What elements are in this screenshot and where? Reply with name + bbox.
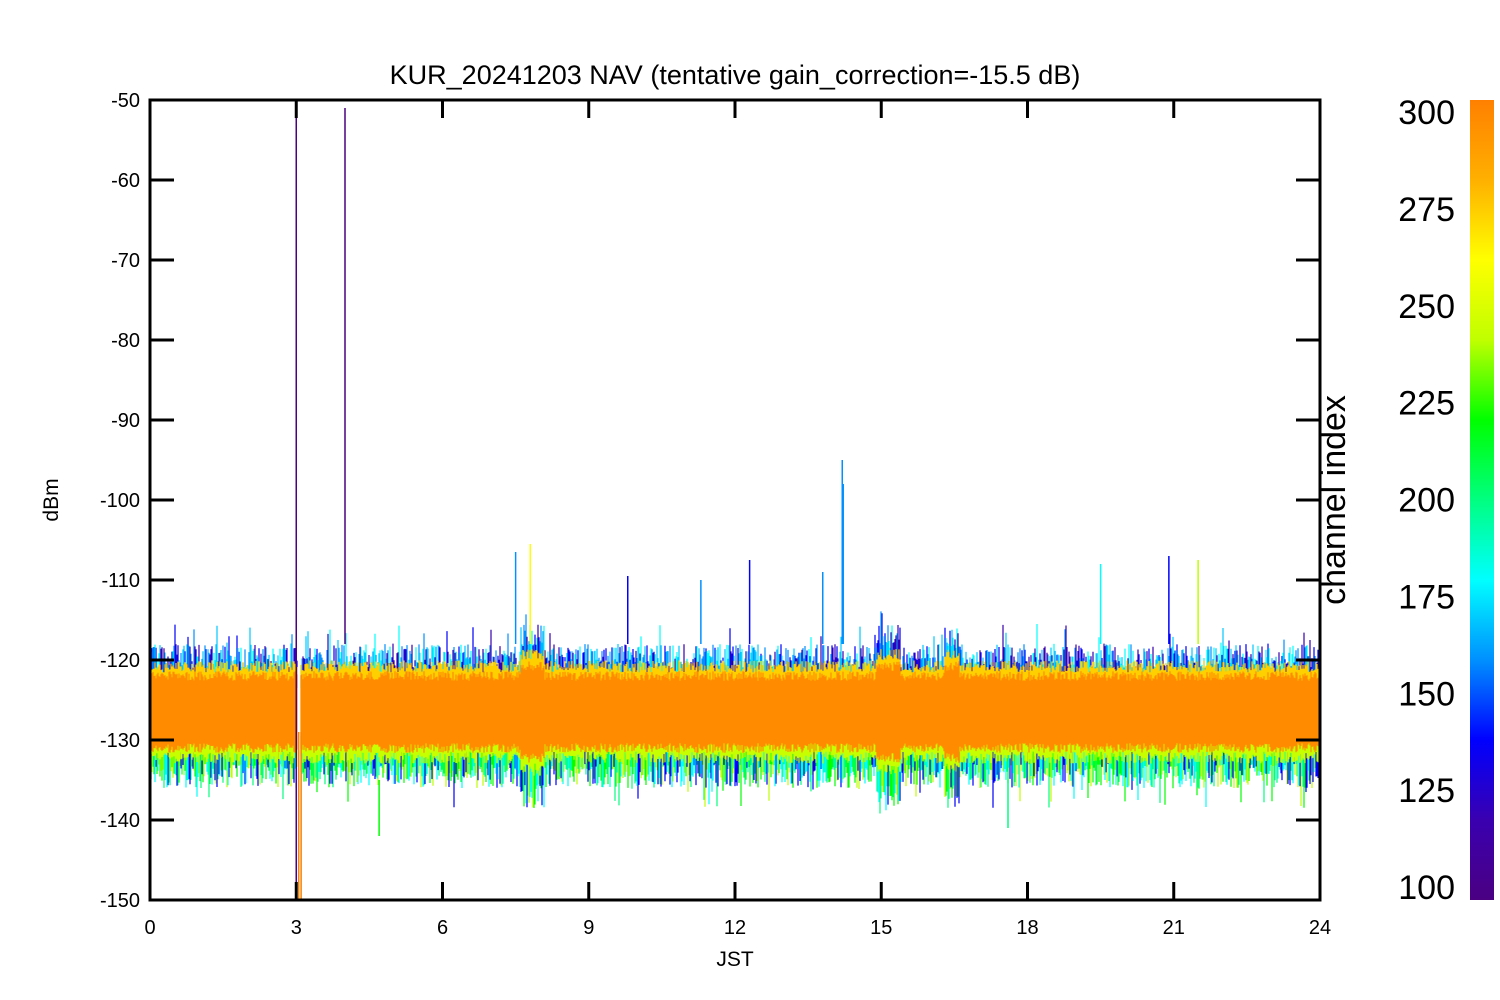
colorbar-label-175: 175 bbox=[1398, 578, 1455, 616]
x-tick-label-3: 3 bbox=[291, 917, 302, 939]
colorbar-label-275: 275 bbox=[1398, 191, 1455, 229]
y-tick-label--80: -80 bbox=[111, 330, 140, 352]
x-axis: 0 3 6 9 12 15 18 21 24 bbox=[144, 100, 1331, 939]
x-tick-label-12: 12 bbox=[724, 917, 746, 939]
colorbar-label-100: 100 bbox=[1398, 869, 1455, 907]
y-tick-label--130: -130 bbox=[100, 730, 140, 752]
y-tick-label--120: -120 bbox=[100, 650, 140, 672]
colorbar-ticks: 300 275 250 225 200 175 150 125 100 bbox=[1398, 94, 1455, 907]
x-tick-label-24: 24 bbox=[1309, 917, 1331, 939]
colorbar-label-300: 300 bbox=[1398, 94, 1455, 132]
x-tick-label-6: 6 bbox=[437, 917, 448, 939]
colorbar-label-250: 250 bbox=[1398, 288, 1455, 326]
colorbar bbox=[1470, 100, 1494, 900]
colorbar-label-150: 150 bbox=[1398, 675, 1455, 713]
x-tick-label-15: 15 bbox=[870, 917, 892, 939]
y-axis-title: dBm bbox=[40, 478, 63, 521]
y-tick-label--60: -60 bbox=[111, 170, 140, 192]
colorbar-label-200: 200 bbox=[1398, 482, 1455, 520]
colorbar-label-125: 125 bbox=[1398, 772, 1455, 810]
y-axis: -50 -60 -70 -80 -90 -100 -110 -120 -130 -140 -150 bbox=[100, 90, 1320, 912]
x-axis-title: JST bbox=[716, 948, 754, 971]
x-tick-label-21: 21 bbox=[1163, 917, 1185, 939]
data-layer bbox=[151, 108, 1320, 899]
band-core bbox=[151, 661, 1320, 763]
y-tick-label--70: -70 bbox=[111, 250, 140, 272]
y-tick-label--90: -90 bbox=[111, 410, 140, 432]
colorbar-title: channel index bbox=[1315, 395, 1353, 605]
chart-title: KUR_20241203 NAV (tentative gain_correct… bbox=[390, 60, 1081, 90]
colorbar-label-225: 225 bbox=[1398, 385, 1455, 423]
y-tick-label--100: -100 bbox=[100, 490, 140, 512]
x-tick-label-18: 18 bbox=[1016, 917, 1038, 939]
y-tick-label--140: -140 bbox=[100, 810, 140, 832]
y-tick-label--110: -110 bbox=[101, 570, 140, 592]
y-tick-label--50: -50 bbox=[111, 90, 140, 112]
x-tick-label-0: 0 bbox=[144, 917, 155, 939]
x-tick-label-9: 9 bbox=[583, 917, 594, 939]
y-tick-label--150: -150 bbox=[100, 890, 140, 912]
